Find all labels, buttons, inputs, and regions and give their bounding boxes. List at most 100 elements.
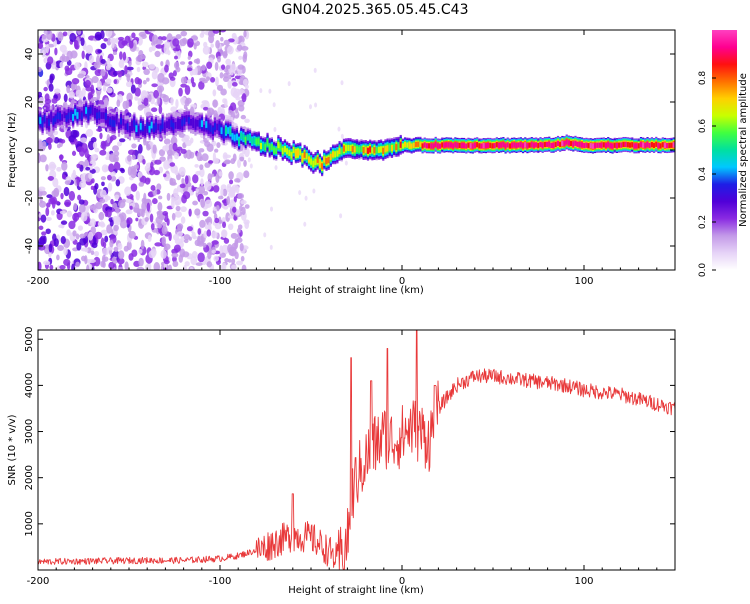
spectrogram-speckle	[78, 204, 86, 214]
spectrogram-ridge-cell	[294, 150, 298, 157]
spectrogram-speckle	[274, 165, 278, 171]
spectrogram-speckle	[137, 143, 143, 154]
spectrogram-speckle	[214, 61, 219, 71]
spectrogram-speckle	[125, 99, 130, 109]
spectrogram-speckle	[184, 261, 190, 267]
spectrogram-ridge-cell	[563, 140, 566, 147]
spectrogram-ridge-cell	[624, 141, 627, 148]
snr-ytick-label: 2000	[24, 465, 35, 490]
spectrogram-speckle	[231, 184, 239, 191]
spectrogram-ridge-cell	[331, 151, 335, 158]
spectrogram-speckle	[218, 220, 223, 224]
spectrogram-speckle	[168, 143, 174, 152]
spectrogram-ridge-cell	[655, 141, 658, 147]
spectrogram-speckle	[175, 66, 181, 73]
spectrogram-speckle	[69, 32, 77, 43]
spectrogram-ytick-label: -20	[24, 190, 35, 206]
spectrogram-ridge-cell	[255, 138, 258, 145]
spectrogram-speckle	[226, 45, 234, 55]
spectrogram-speckle	[192, 174, 199, 184]
spectrogram-ridge-cell	[382, 147, 385, 154]
spectrogram-speckle	[203, 106, 209, 111]
spectrogram-ridge-cell	[56, 112, 59, 120]
spectrogram-speckle	[106, 57, 111, 67]
spectrogram-speckle	[170, 97, 174, 106]
spectrogram-speckle	[184, 98, 190, 107]
spectrogram-speckle	[98, 211, 105, 221]
spectrogram-ridge-cell	[561, 140, 564, 147]
spectrogram-ridge-cell	[168, 120, 171, 128]
spectrogram-speckle	[88, 54, 94, 64]
spectrogram-speckle	[180, 206, 187, 213]
spectrogram-speckle	[197, 228, 202, 235]
spectrogram-speckle	[90, 250, 95, 255]
spectrogram-ridge-cell	[174, 122, 177, 129]
spectrogram-speckle	[154, 242, 162, 247]
spectrogram-speckle	[298, 190, 302, 196]
spectrogram-ridge-cell	[602, 142, 605, 148]
spectrogram-ridge-cell	[371, 147, 374, 154]
spectrogram-speckle	[118, 39, 126, 49]
spectrogram-speckle	[71, 150, 77, 156]
spectrogram-speckle	[176, 146, 183, 151]
spectrogram-speckle	[242, 78, 249, 86]
spectrogram-speckle	[126, 73, 131, 83]
spectrogram-speckle	[219, 72, 224, 79]
spectrogram-ridge-cell	[417, 141, 420, 147]
spectrogram-ridge-cell	[489, 142, 492, 148]
spectrogram-speckle	[186, 226, 193, 232]
spectrogram-speckle	[167, 264, 173, 270]
spectrogram-speckle	[101, 247, 110, 256]
spectrogram-speckle	[194, 208, 201, 216]
spectrogram-speckle	[68, 91, 75, 99]
snr-plot	[38, 330, 675, 570]
spectrogram-speckle	[204, 199, 213, 208]
spectrogram-ridge-cell	[139, 123, 142, 130]
spectrogram-speckle	[79, 233, 86, 239]
spectrogram-speckle	[117, 242, 123, 250]
spectrogram-ridge-cell	[657, 143, 660, 149]
spectrogram-ridge-cell	[303, 151, 306, 158]
spectrogram-ridge-cell	[218, 124, 221, 132]
spectrogram-ridge-cell	[141, 124, 145, 132]
spectrogram-speckle	[91, 178, 95, 184]
spectrogram-speckle	[273, 126, 277, 132]
spectrogram-ridge-cell	[214, 123, 217, 130]
snr-xtick-label: 100	[574, 576, 593, 587]
spectrogram-speckle	[76, 163, 81, 169]
spectrogram-ridge-cell	[172, 122, 175, 130]
spectrogram-speckle	[206, 143, 214, 152]
spectrogram-speckle	[236, 44, 243, 52]
spectrogram-speckle	[129, 205, 133, 210]
spectrogram-speckle	[131, 32, 136, 39]
spectrogram-speckle	[39, 154, 47, 163]
spectrogram-ridge-cell	[395, 143, 398, 151]
spectrogram-ridge-cell	[618, 142, 621, 148]
spectrogram-speckle	[230, 102, 237, 111]
spectrogram-speckle	[136, 266, 145, 270]
spectrogram-speckle	[46, 194, 53, 199]
spectrogram-speckle	[181, 177, 185, 185]
spectrogram-speckle	[147, 94, 152, 103]
spectrogram-ridge-cell	[54, 115, 57, 123]
spectrogram-ridge-cell	[360, 145, 363, 153]
spectrogram-speckle	[179, 38, 187, 47]
spectrogram-speckle	[99, 132, 103, 140]
spectrogram-speckle	[125, 198, 133, 203]
spectrogram-speckle	[155, 44, 163, 49]
spectrogram-speckle	[97, 49, 103, 54]
spectrogram-ridge-cell	[646, 141, 649, 148]
spectrogram-speckle	[65, 56, 70, 62]
spectrogram-speckle	[227, 80, 232, 89]
spectrogram-speckle	[146, 77, 150, 82]
spectrogram-ridge-cell	[61, 114, 64, 121]
spectrogram-speckle	[143, 192, 147, 203]
spectrogram-ridge-cell	[668, 142, 671, 149]
spectrogram-speckle	[191, 231, 196, 240]
spectrogram-ridge-cell	[556, 140, 560, 146]
spectrogram-speckle	[178, 108, 184, 113]
spectrogram-ridge-cell	[493, 143, 496, 149]
spectrogram-ridge-cell	[476, 142, 479, 148]
spectrogram-speckle	[163, 259, 170, 265]
